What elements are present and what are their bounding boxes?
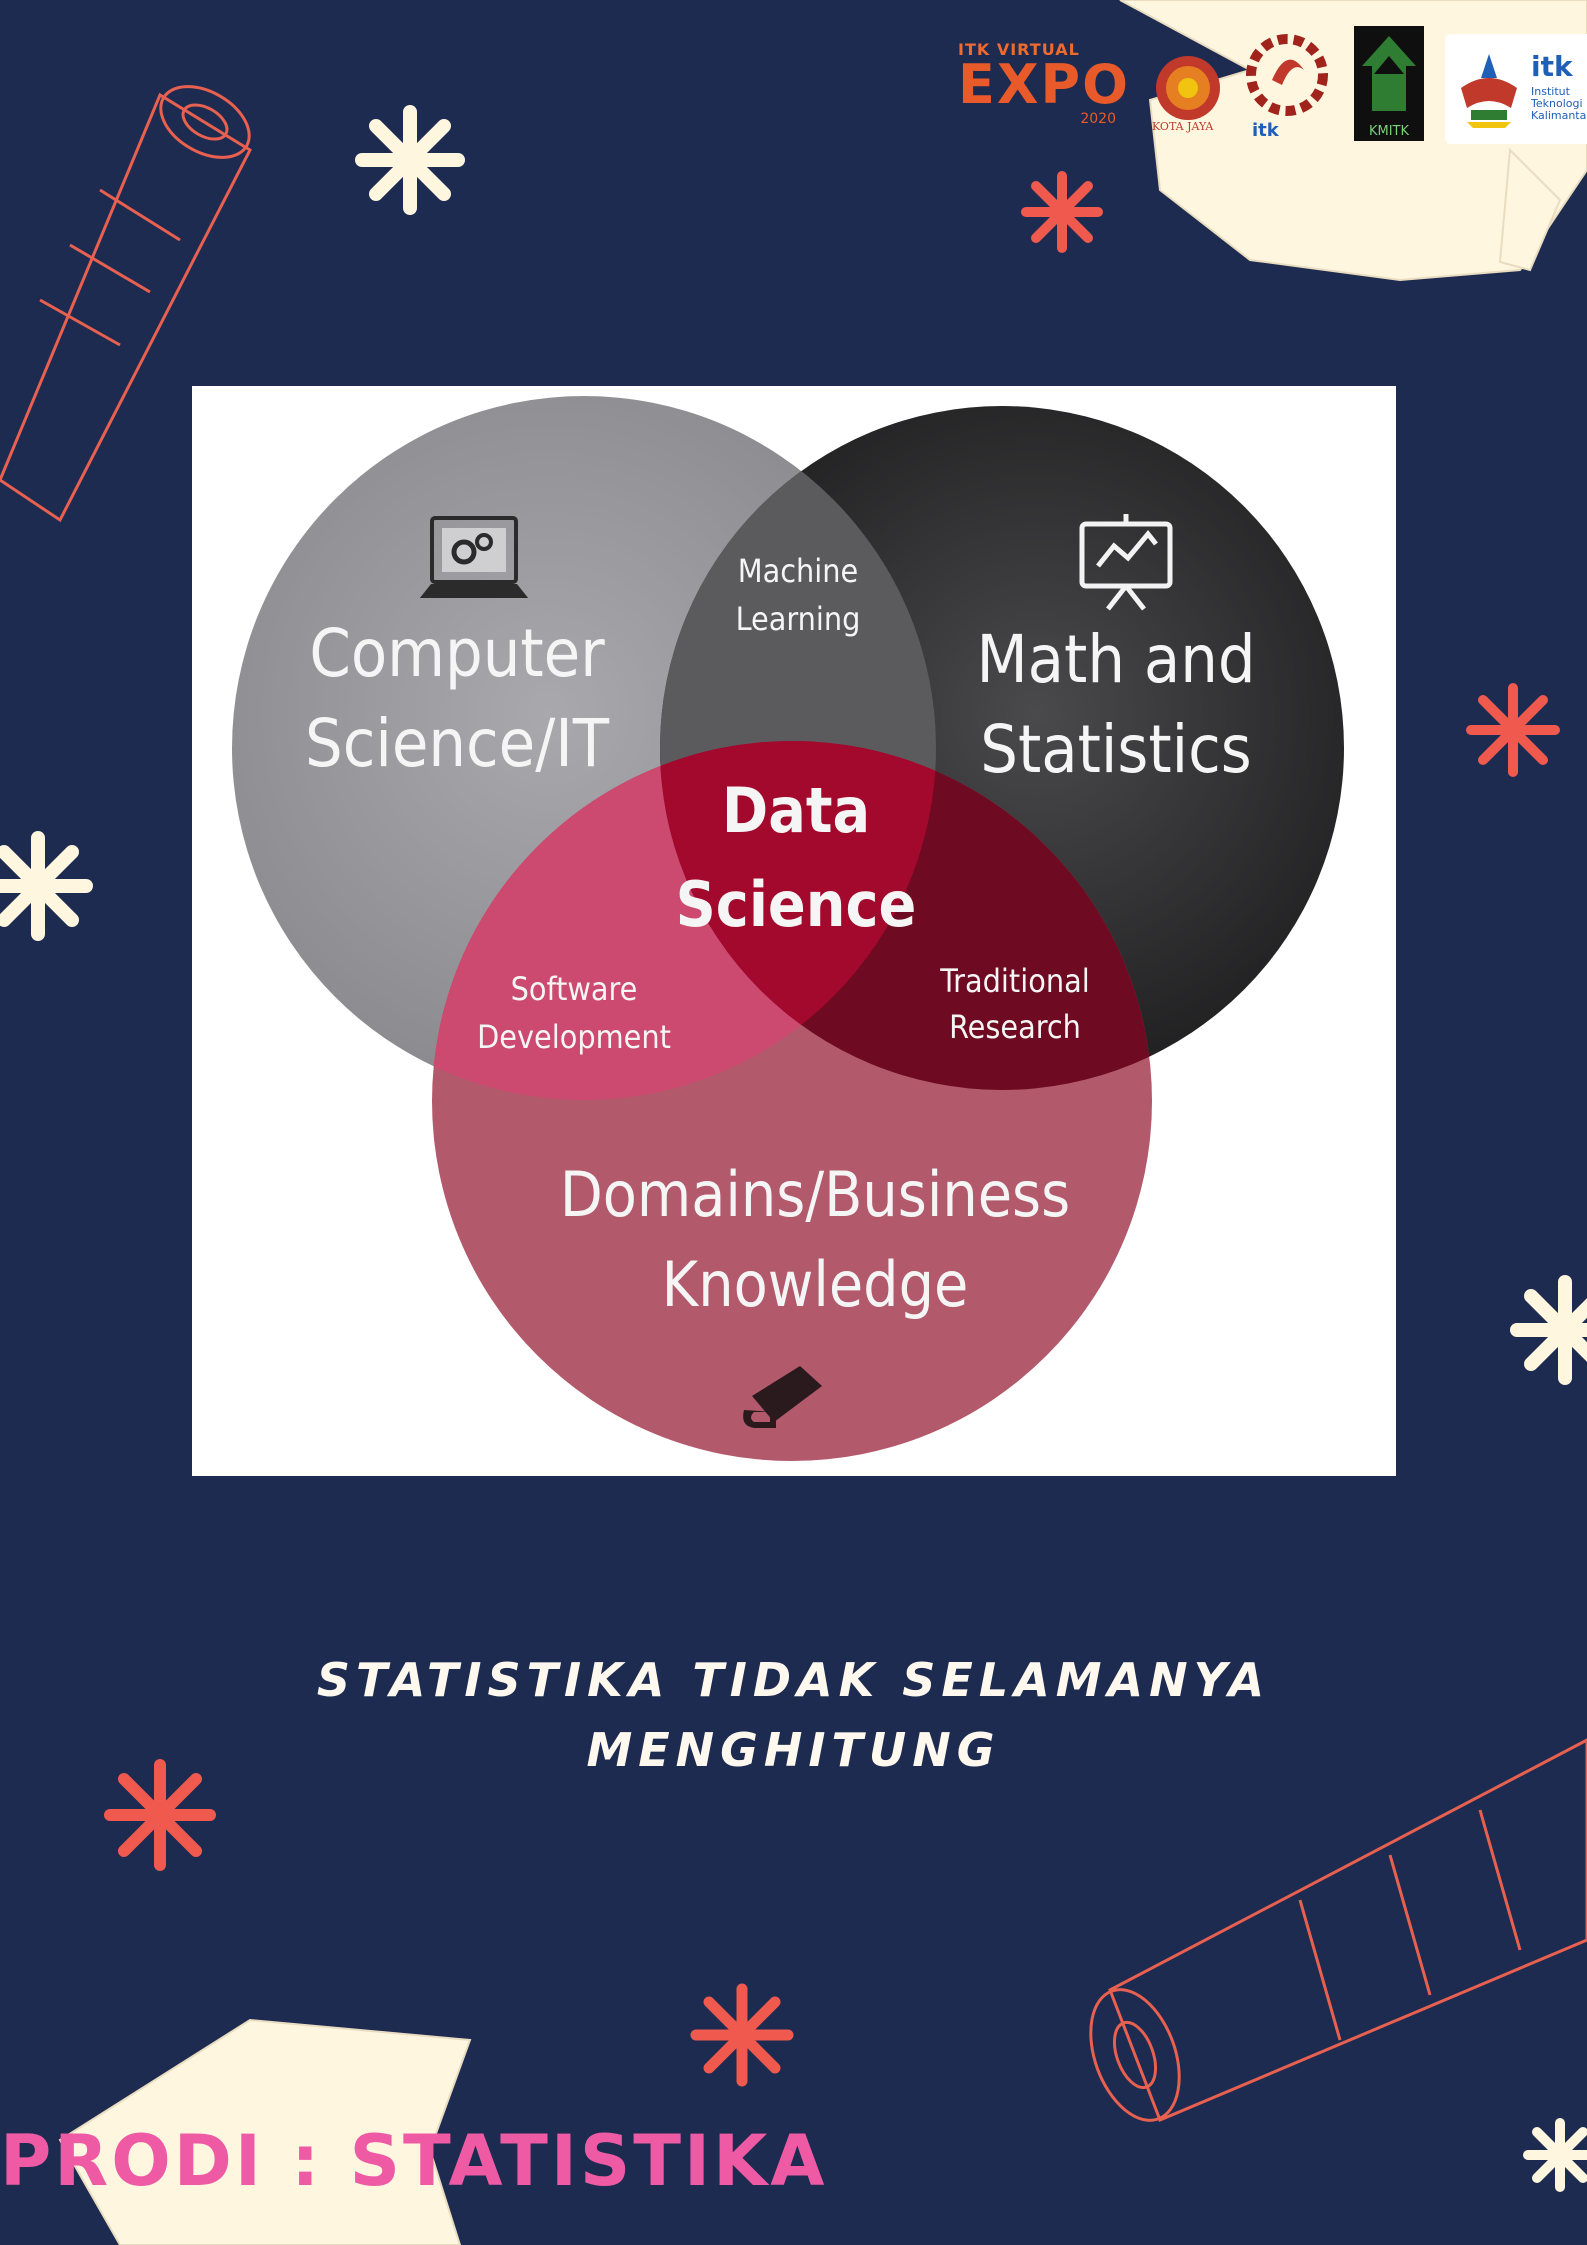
graduation-cap-bottom-left bbox=[58, 2018, 472, 2245]
star-coral-3 bbox=[104, 1759, 216, 1871]
gear-emblem-logo bbox=[1246, 34, 1328, 116]
label-machine-learning-line2: Learning bbox=[736, 600, 861, 638]
label-domain-line2: Knowledge bbox=[662, 1248, 969, 1321]
kmitk-emblem bbox=[1362, 36, 1416, 111]
footer-prodi: PRODI : STATISTIKA bbox=[0, 2120, 828, 2202]
label-traditional-research-line1: Traditional bbox=[939, 962, 1089, 1000]
laptop-gear-icon bbox=[419, 516, 529, 598]
label-computer-science-line2: Science/IT bbox=[305, 705, 610, 782]
itk-emblem bbox=[1461, 54, 1517, 128]
label-domain-line1: Domains/Business bbox=[560, 1158, 1070, 1231]
star-cream-2 bbox=[0, 831, 93, 941]
label-data-science-line2: Science bbox=[676, 868, 917, 941]
kmitk-logo: KMITK bbox=[1354, 26, 1424, 141]
diploma-scroll-bottom-right bbox=[1089, 1738, 1587, 2122]
label-machine-learning-line1: Machine bbox=[738, 552, 859, 590]
itk-virtual-expo-logo: ITK VIRTUAL EXPO 2020 bbox=[958, 40, 1128, 150]
book-icon bbox=[743, 1366, 822, 1428]
label-software-development-line2: Development bbox=[477, 1018, 671, 1056]
expo-year-label: 2020 bbox=[1080, 111, 1116, 127]
diploma-scroll-top-left bbox=[0, 85, 252, 523]
expo-top-label: ITK VIRTUAL bbox=[958, 40, 1080, 59]
overlap-data-science-center bbox=[660, 741, 936, 1090]
itk-institute-logo: itk Institut Teknologi Kalimantan bbox=[1445, 34, 1587, 144]
data-science-venn-diagram: Computer Science/IT Machine Learning Mat… bbox=[232, 396, 1344, 1461]
label-computer-science-line1: Computer bbox=[309, 615, 605, 692]
caption-line1: STATISTIKA TIDAK SELAMANYA bbox=[316, 1653, 1271, 1707]
star-cream-1 bbox=[355, 105, 465, 215]
itk-full-name: Institut Teknologi Kalimantan bbox=[1531, 85, 1587, 122]
venn-diagram-frame: Computer Science/IT Machine Learning Mat… bbox=[192, 386, 1396, 1476]
star-cream-3 bbox=[1510, 1275, 1587, 1385]
expo-main-label: EXPO bbox=[958, 53, 1131, 116]
caption-line2: MENGHITUNG bbox=[586, 1723, 1001, 1777]
star-coral-1 bbox=[1021, 171, 1103, 253]
label-data-science-line1: Data bbox=[722, 774, 870, 847]
chart-presentation-icon bbox=[1079, 514, 1173, 611]
star-coral-2 bbox=[1466, 683, 1560, 777]
sponsor-logos: ITK VIRTUAL EXPO 2020 KOTA JAYA itk KMIT… bbox=[950, 20, 1587, 150]
label-traditional-research-line2: Research bbox=[949, 1008, 1081, 1046]
kota-jaya-label: KOTA JAYA bbox=[1152, 120, 1214, 133]
label-math-line2: Statistics bbox=[980, 711, 1251, 788]
caption: STATISTIKA TIDAK SELAMANYA MENGHITUNG bbox=[0, 1645, 1587, 1785]
label-math-line1: Math and bbox=[976, 621, 1255, 698]
itk-small-label: itk bbox=[1252, 120, 1279, 141]
kmitk-label: KMITK bbox=[1368, 124, 1410, 139]
label-software-development-line1: Software bbox=[511, 970, 638, 1008]
star-cream-4 bbox=[1523, 2118, 1587, 2192]
kota-jaya-logo bbox=[1156, 56, 1220, 120]
itk-wordmark: itk bbox=[1531, 50, 1573, 83]
star-coral-4 bbox=[690, 1983, 794, 2087]
